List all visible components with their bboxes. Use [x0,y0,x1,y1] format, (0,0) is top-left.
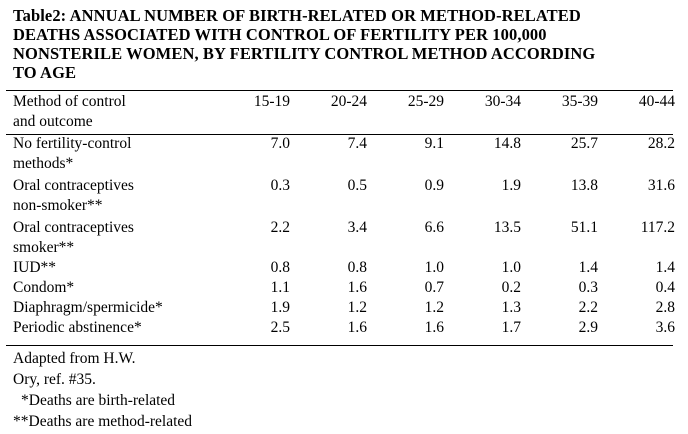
table-row: IUD** 0.8 0.8 1.0 1.0 1.4 1.4 [13,258,675,278]
table-cell: 0.8 [270,259,290,276]
row-label-line: methods* [13,155,74,172]
row-label: No fertility-control methods* [13,134,213,174]
table-title-line: TO AGE [13,63,77,82]
table-cell: 28.2 [647,135,675,152]
table-cell: 1.0 [501,259,521,276]
table-cell: 0.5 [347,177,367,194]
table-cell: 0.4 [655,279,675,296]
age-column-header: 25-29 [407,93,444,110]
table-row: Periodic abstinence* 2.5 1.6 1.6 1.7 2.9… [13,318,675,338]
table-cell: 1.9 [270,299,290,316]
table-cell: 51.1 [570,219,598,236]
source-note-line: Ory, ref. #35. [13,371,96,388]
age-column-header: 40-44 [638,93,675,110]
table-cell: 31.6 [647,177,675,194]
table-cell: 1.6 [347,319,367,336]
table-title: Table2: ANNUAL NUMBER OF BIRTH-RELATED O… [13,6,673,82]
table-cell: 0.3 [578,279,598,296]
table-cell: 1.2 [347,299,367,316]
table-row: Diaphragm/spermicide* 1.9 1.2 1.2 1.3 2.… [13,298,675,318]
row-label: Periodic abstinence* [13,319,142,336]
row-label: Diaphragm/spermicide* [13,299,163,316]
age-column-header: 30-34 [484,93,521,110]
table-cell: 25.7 [570,135,598,152]
table-cell: 1.7 [501,319,521,336]
age-column-header: 15-19 [253,93,290,110]
method-related-footnote: **Deaths are method-related [13,413,193,430]
row-label: Condom* [13,279,75,296]
table-cell: 0.9 [424,177,444,194]
age-column-header: 20-24 [330,93,367,110]
table-cell: 0.8 [347,259,367,276]
table-cell: 13.8 [570,177,598,194]
table-row: Condom* 1.1 1.6 0.7 0.2 0.3 0.4 [13,278,675,298]
row-label-line: Oral contraceptives [13,177,134,194]
table-cell: 0.7 [424,279,444,296]
table-cell: 1.1 [270,279,290,296]
table-cell: 1.9 [501,177,521,194]
table-cell: 2.5 [270,319,290,336]
table-cell: 1.2 [424,299,444,316]
row-label-line: smoker** [13,239,75,256]
table-cell: 1.6 [347,279,367,296]
header-rule [6,134,673,135]
top-rule [6,90,673,91]
table-row: Oral contraceptives non-smoker** 0.3 0.5… [13,176,675,216]
table-cell: 14.8 [493,135,521,152]
birth-related-footnote: *Deaths are birth-related [21,392,176,409]
mortality-table: Method of control and outcome 15-19 20-2… [13,92,675,338]
table-cell: 7.0 [270,135,290,152]
table-cell: 7.4 [347,135,367,152]
header-label-line: and outcome [13,113,93,130]
row-label-line: non-smoker** [13,197,103,214]
table-title-line: DEATHS ASSOCIATED WITH CONTROL OF FERTIL… [13,25,547,44]
row-label-line: Oral contraceptives [13,219,134,236]
table-cell: 1.4 [655,259,675,276]
table-row: Oral contraceptives smoker** 2.2 3.4 6.6… [13,218,675,258]
source-note-line: Adapted from H.W. [13,350,136,367]
table-cell: 6.6 [424,219,444,236]
header-row: Method of control and outcome 15-19 20-2… [13,92,675,134]
row-label: Oral contraceptives non-smoker** [13,176,213,216]
table-title-line: NONSTERILE WOMEN, BY FERTILITY CONTROL M… [13,44,596,63]
table-cell: 0.2 [501,279,521,296]
table-cell: 9.1 [424,135,444,152]
row-label: Oral contraceptives smoker** [13,218,213,258]
table-title-line: Table2: ANNUAL NUMBER OF BIRTH-RELATED O… [13,6,581,25]
table-cell: 2.2 [578,299,598,316]
table-cell: 1.3 [501,299,521,316]
method-column-header: Method of control and outcome [13,92,213,134]
row-label-line: No fertility-control [13,135,132,152]
table-cell: 3.4 [347,219,367,236]
row-label: IUD** [13,259,57,276]
table-cell: 1.0 [424,259,444,276]
table-footnotes: Adapted from H.W. Ory, ref. #35. *Deaths… [13,348,192,432]
age-column-header: 35-39 [561,93,598,110]
table-cell: 0.3 [270,177,290,194]
table-cell: 2.9 [578,319,598,336]
table-cell: 2.2 [270,219,290,236]
table-cell: 1.6 [424,319,444,336]
table-cell: 13.5 [493,219,521,236]
table-cell: 1.4 [578,259,598,276]
table-cell: 3.6 [655,319,675,336]
header-label-line: Method of control [13,93,126,110]
bottom-rule [6,345,673,346]
table-row: No fertility-control methods* 7.0 7.4 9.… [13,134,675,174]
table-cell: 117.2 [640,219,675,236]
table-cell: 2.8 [655,299,675,316]
